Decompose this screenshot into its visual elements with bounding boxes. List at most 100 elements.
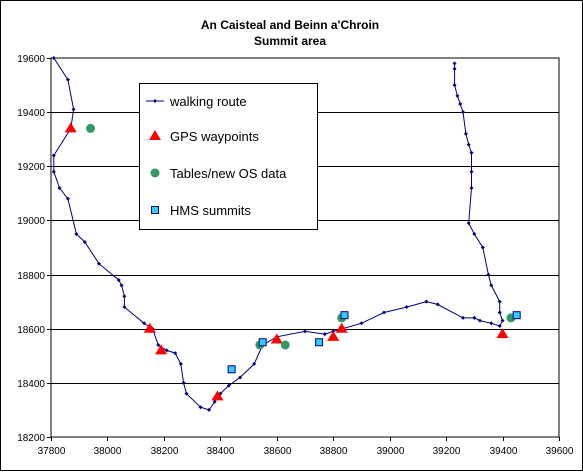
route-point [119,283,124,288]
legend-label: walking route [169,94,247,109]
route-point [142,321,147,326]
route-point [469,185,474,190]
gps-waypoint-marker [155,344,168,355]
hms-summit-marker [227,365,236,374]
route-point [452,66,457,71]
route-point [404,305,409,310]
route-point [466,142,471,147]
route-point [238,375,243,380]
route-point [122,305,127,310]
series-1 [64,122,509,401]
route-point [51,169,56,174]
route-point [153,99,157,103]
route-point [82,240,87,245]
route-point [466,221,471,226]
x-tick-label: 38000 [94,446,122,457]
route-point [156,342,161,347]
route-point [472,315,477,320]
data-series [51,56,521,412]
route-point [497,299,502,304]
route-point [173,351,178,356]
x-tick-label: 38800 [320,446,348,457]
legend-box [139,83,318,230]
route-point [122,294,127,299]
route-point [461,110,466,115]
gps-waypoint-marker [211,390,224,401]
route-point [455,93,460,98]
chart-subtitle: Summit area [254,34,326,48]
route-point [497,310,502,315]
route-point [489,283,494,288]
y-tick-label: 18200 [17,433,45,444]
tables-os-marker [86,123,96,133]
x-tick-label: 38200 [151,446,179,457]
x-tick-label: 39600 [546,446,574,457]
route-point [226,383,231,388]
route-point [452,61,457,66]
route-point [212,399,217,404]
y-tick-label: 19200 [17,162,45,173]
gps-waypoint-marker [327,330,340,341]
route-point [57,185,62,190]
hms-summit-marker [315,338,324,347]
chart-title: An Caisteal and Beinn a'Chroin [201,18,379,32]
plot-area [50,57,560,438]
legend-item: GPS waypoints [149,129,259,144]
series-3 [227,311,521,374]
legend: walking route GPS waypoints Tables/new OS … [139,83,318,230]
route-point [461,315,466,320]
route-point [252,361,257,366]
route-point [178,361,183,366]
route-point [382,310,387,315]
y-tick-label: 18800 [17,271,45,282]
x-tick-label: 38400 [207,446,235,457]
route-point [500,318,505,323]
route-point [303,329,307,334]
route-point [181,380,186,385]
hms-summit-marker [151,206,159,214]
y-tick-label: 19000 [17,216,45,227]
route-point [477,318,482,323]
y-tick-label: 18600 [17,325,45,336]
route-point [51,56,56,60]
gps-waypoint-marker [335,322,348,333]
gps-waypoint-marker [64,122,77,133]
route-point [322,332,327,337]
legend-item: walking route [146,94,247,109]
legend-label: HMS summits [170,203,251,218]
x-tick-label: 39000 [377,446,405,457]
route-point [184,391,189,396]
route-point [198,405,203,410]
route-point [463,131,468,136]
route-point [480,245,485,250]
tables-os-marker [280,340,290,350]
hms-summit-marker [512,311,521,320]
route-point [74,231,79,236]
hms-summit-marker [258,338,267,347]
legend-item: HMS summits [151,203,251,218]
axis-ticks: 18200 18400 18600 18800 19000 19200 19400 19600… [17,54,574,457]
legend-label: Tables/new OS data [170,166,287,181]
gps-waypoint-marker [143,322,156,333]
route-point [497,324,502,329]
hms-summit-marker [340,311,349,320]
route-point [452,83,457,88]
walking-route-line [53,57,504,411]
route-point [164,348,169,353]
route-point [51,153,56,158]
route-point [71,107,76,112]
route-point [469,150,474,155]
route-point [65,77,70,82]
route-point [435,302,440,307]
gps-waypoint-marker [496,328,509,339]
route-point [469,169,474,174]
x-tick-label: 39400 [490,446,518,457]
route-point [458,102,463,107]
legend-label: GPS waypoints [170,129,259,144]
tables-os-marker [150,168,160,178]
y-tick-label: 19400 [17,108,45,119]
route-point [116,277,121,282]
route-point [424,299,429,304]
